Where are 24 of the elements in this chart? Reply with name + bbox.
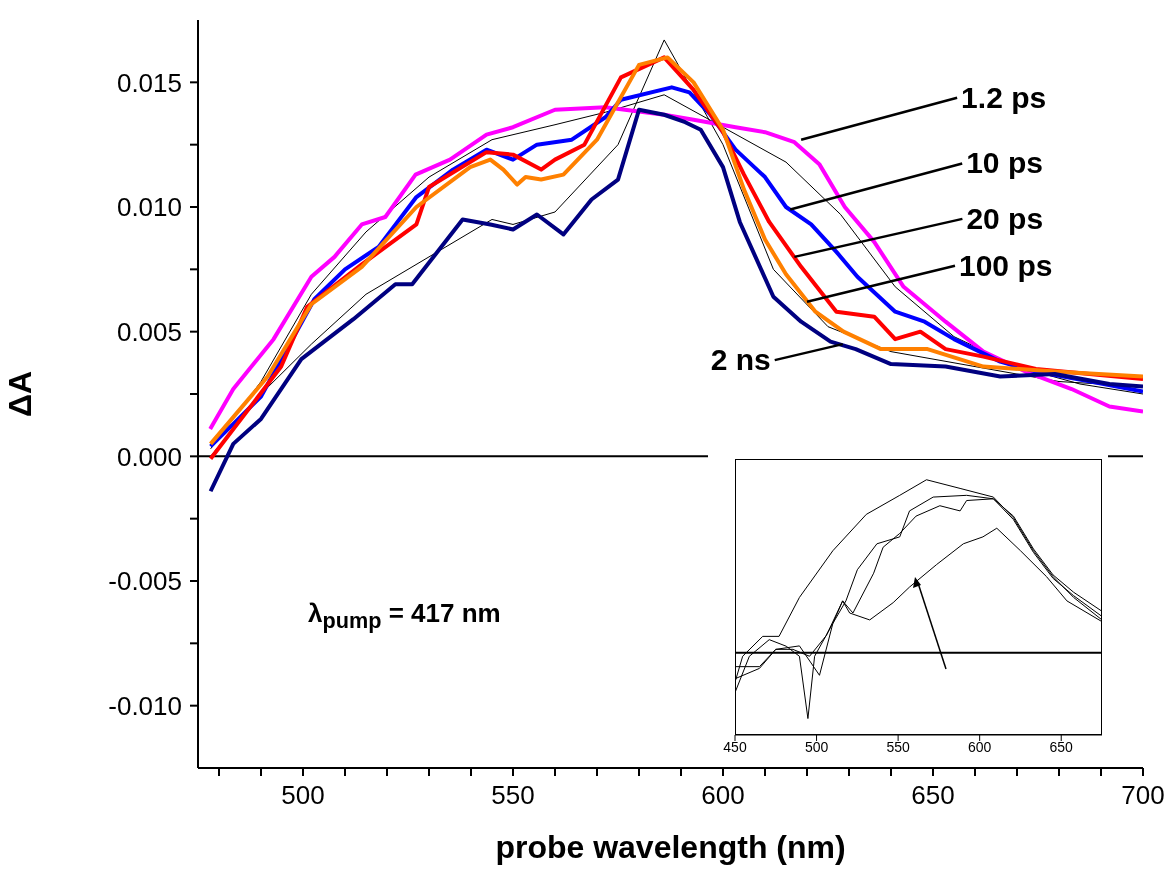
x-tick-label: 650: [911, 780, 955, 811]
annotation: 20 ps: [966, 201, 1044, 235]
x-tick-label: 700: [1121, 780, 1165, 811]
annotation: 1.2 ps: [961, 80, 1047, 114]
x-axis-title: probe wavelength (nm): [495, 829, 846, 865]
y-tick-label: 0.000: [116, 441, 182, 472]
x-tick-label: 600: [967, 738, 992, 755]
annotation: λ$_{pump}$ = 417 nm: [308, 598, 501, 635]
x-tick-label: 500: [804, 738, 829, 755]
y-tick-label: -0.005: [108, 566, 182, 597]
x-tick-label: 550: [491, 780, 535, 811]
y-axis-title: ΔA: [2, 370, 39, 418]
y-tick-label: 0.005: [116, 316, 182, 347]
x-tick-label: 500: [281, 780, 325, 811]
x-tick-label: 650: [1049, 738, 1074, 755]
y-tick-label: -0.010: [108, 690, 182, 721]
x-tick-label: 600: [701, 780, 745, 811]
annotation: 2 ns: [710, 343, 771, 377]
x-tick-label: 550: [886, 738, 910, 755]
x-tick-label: 450: [723, 738, 747, 755]
y-tick-label: 0.010: [116, 192, 182, 223]
y-tick-label: 0.015: [116, 67, 182, 98]
annotation: 10 ps: [966, 146, 1043, 180]
annotation: 100 ps: [959, 248, 1053, 282]
